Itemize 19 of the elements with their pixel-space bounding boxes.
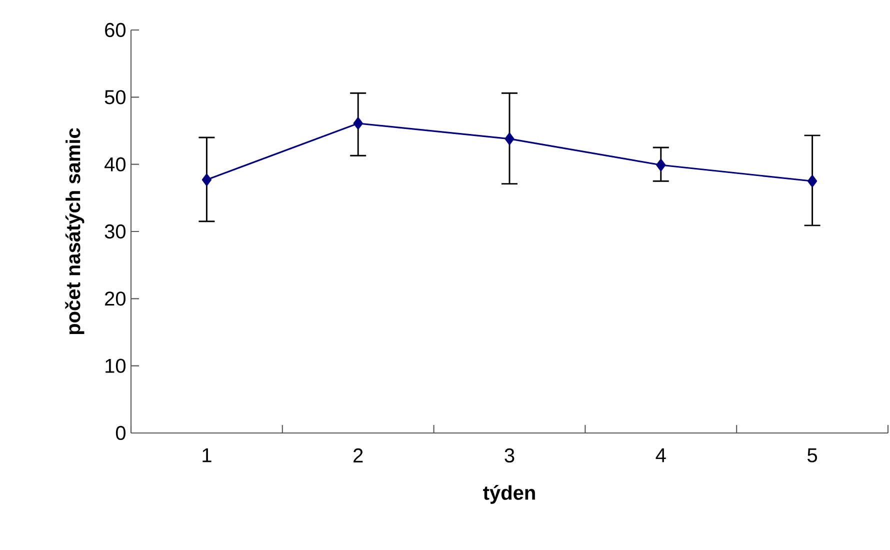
point bbox=[202, 174, 212, 186]
y-tick-label: 0 bbox=[116, 426, 126, 440]
x-axis-title: týden bbox=[483, 485, 535, 504]
point bbox=[656, 158, 666, 172]
x-tick-label: 4 bbox=[656, 448, 666, 462]
y-tick-label: 30 bbox=[104, 224, 126, 239]
point bbox=[353, 117, 363, 130]
point bbox=[504, 132, 514, 145]
x-tick-label: 5 bbox=[808, 448, 818, 462]
y-tick-label: 10 bbox=[106, 358, 126, 373]
x-tick-label: 1 bbox=[202, 448, 212, 462]
point bbox=[808, 174, 818, 188]
x-tick-label: 3 bbox=[504, 448, 514, 463]
y-tick-label: 60 bbox=[105, 22, 126, 38]
y-axis-title: počet nasátých samic bbox=[65, 128, 84, 334]
y-tick-label: 20 bbox=[105, 292, 126, 306]
x-tick-label: 2 bbox=[354, 448, 363, 462]
y-tick-label: 50 bbox=[104, 90, 126, 104]
y-tick-label: 40 bbox=[104, 157, 126, 172]
